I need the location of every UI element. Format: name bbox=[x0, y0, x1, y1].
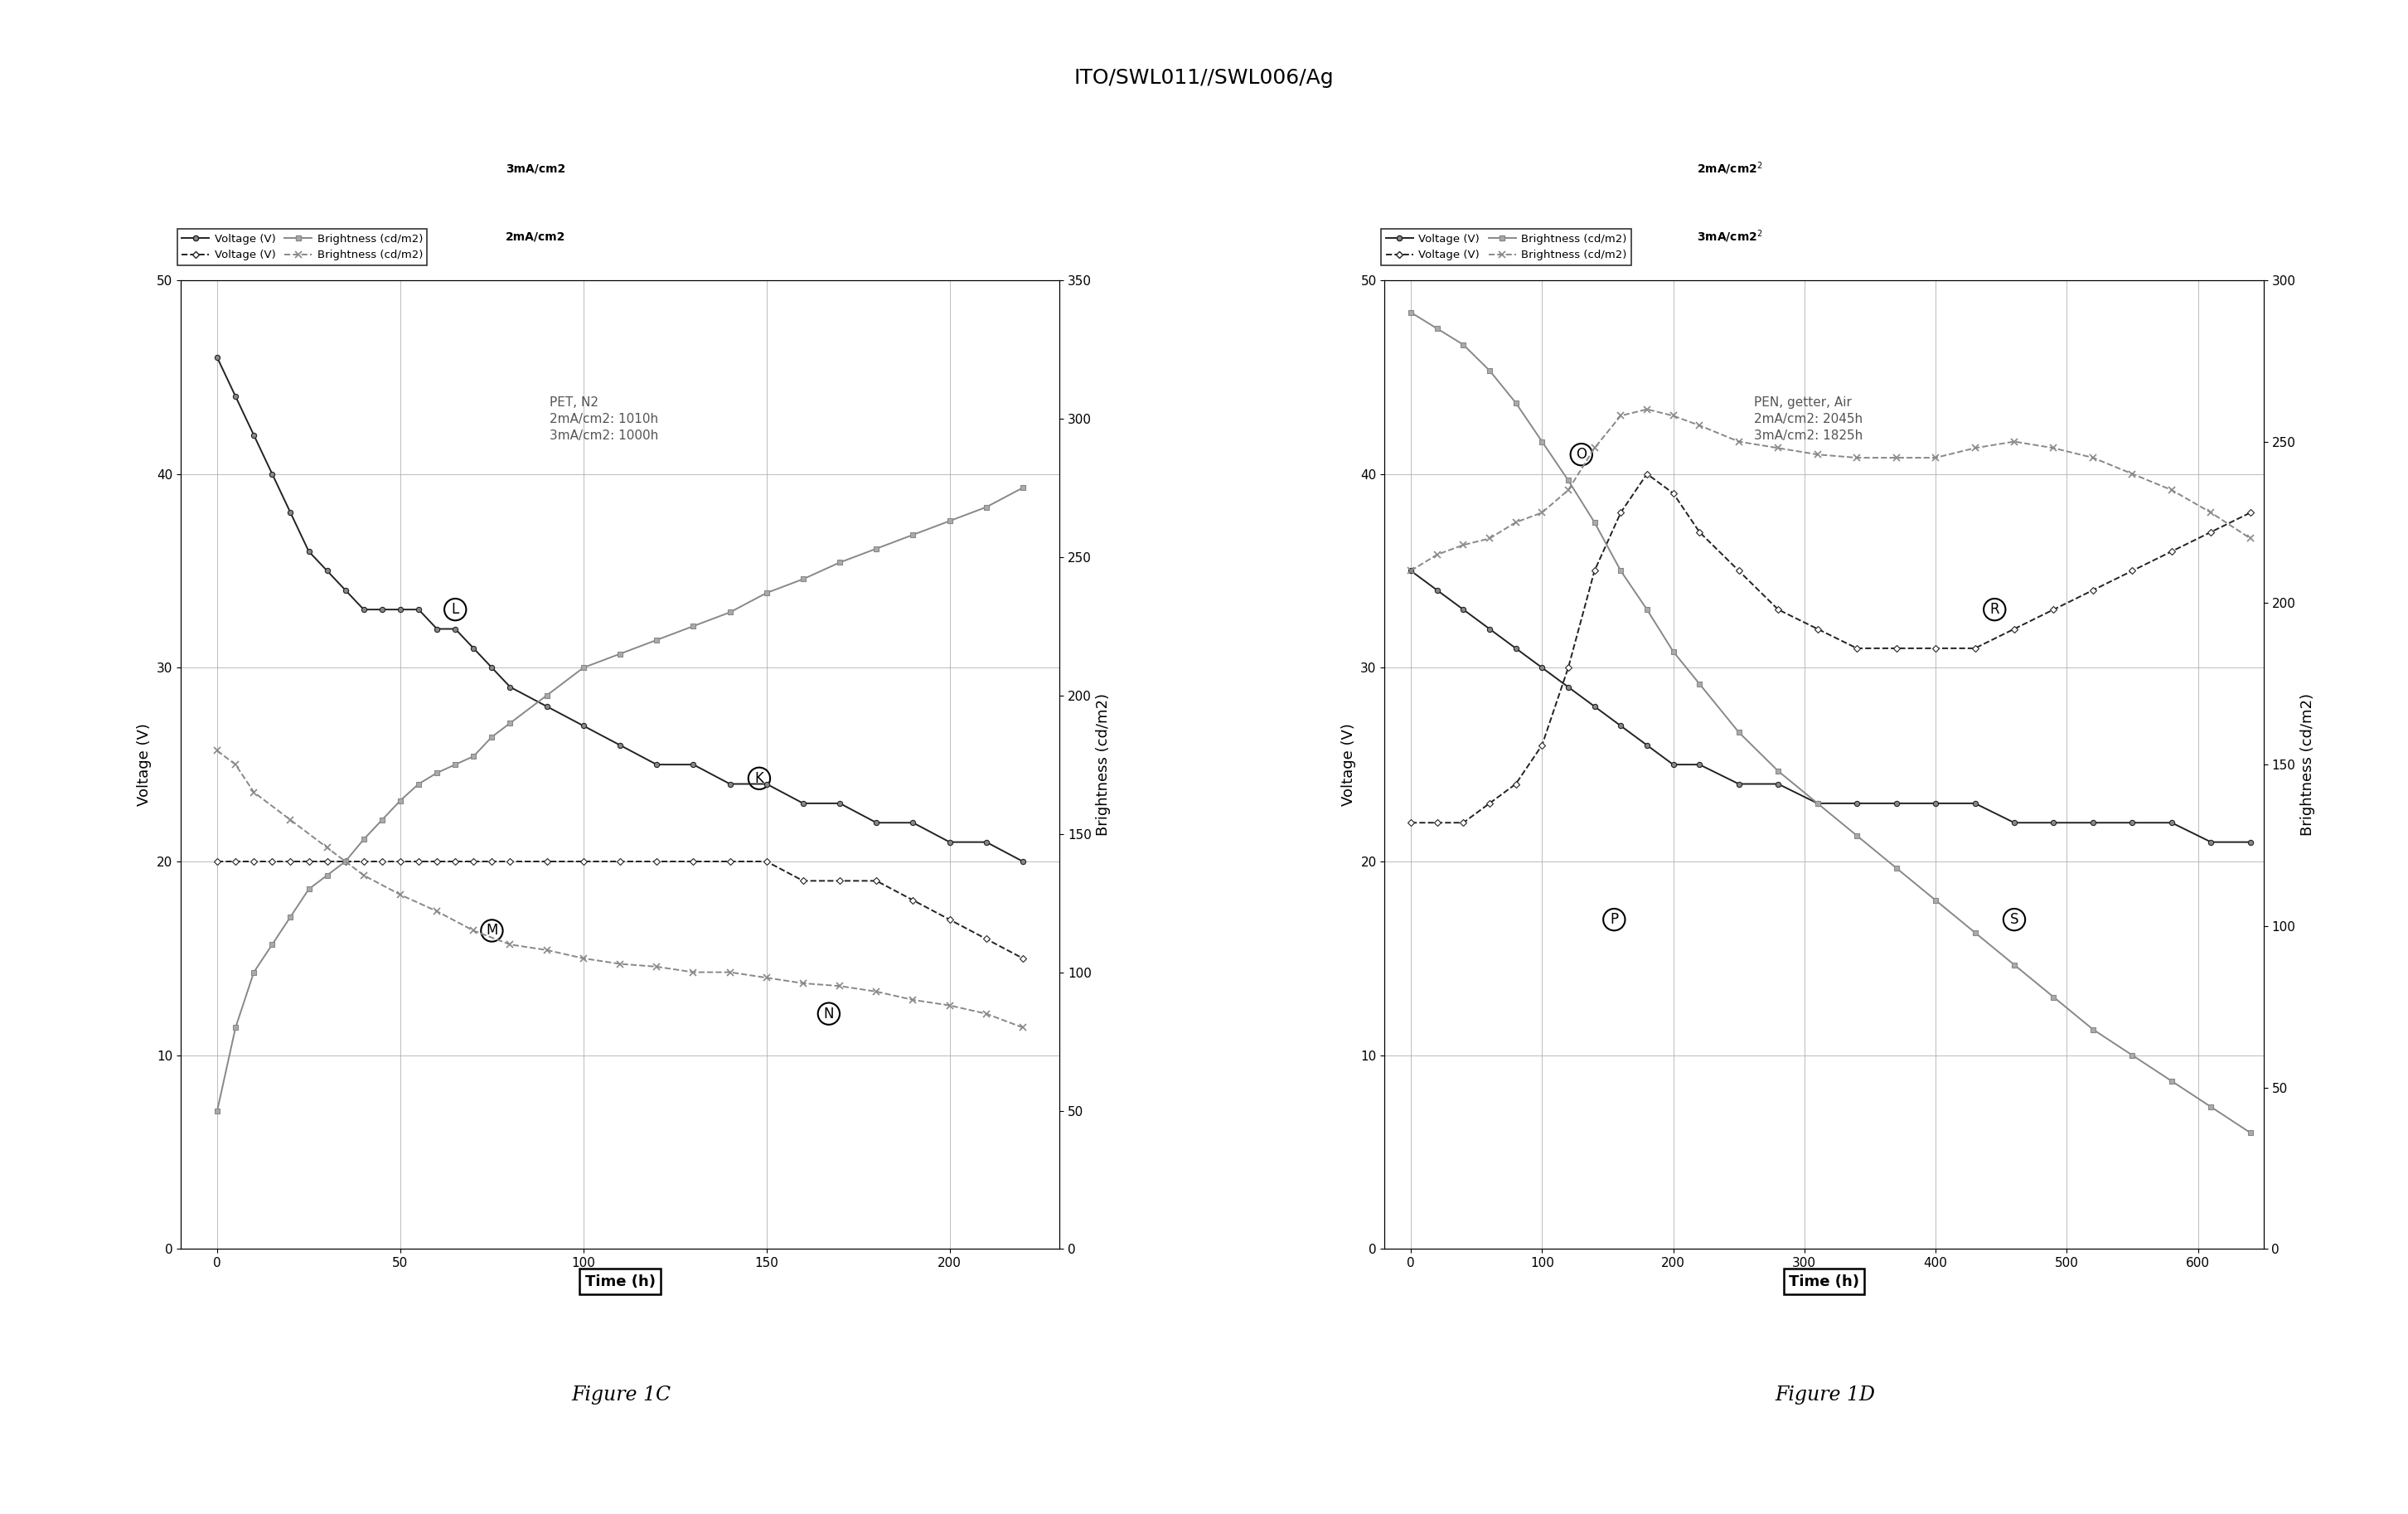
Y-axis label: Brightness (cd/m2): Brightness (cd/m2) bbox=[1096, 693, 1110, 836]
Text: K: K bbox=[754, 771, 763, 786]
X-axis label: Time (h): Time (h) bbox=[585, 1275, 655, 1288]
Text: PET, N2
2mA/cm2: 1010h
3mA/cm2: 1000h: PET, N2 2mA/cm2: 1010h 3mA/cm2: 1000h bbox=[549, 397, 657, 442]
Text: Figure 1D: Figure 1D bbox=[1775, 1385, 1876, 1405]
Text: L: L bbox=[450, 603, 460, 618]
Text: 3mA/cm2$^2$: 3mA/cm2$^2$ bbox=[1698, 229, 1763, 245]
Text: 3mA/cm2: 3mA/cm2 bbox=[506, 164, 566, 174]
Text: O: O bbox=[1575, 447, 1587, 462]
Legend: Voltage (V), Voltage (V), Brightness (cd/m2), Brightness (cd/m2): Voltage (V), Voltage (V), Brightness (cd… bbox=[1382, 229, 1630, 265]
Legend: Voltage (V), Voltage (V), Brightness (cd/m2), Brightness (cd/m2): Voltage (V), Voltage (V), Brightness (cd… bbox=[178, 229, 426, 265]
Y-axis label: Brightness (cd/m2): Brightness (cd/m2) bbox=[2300, 693, 2314, 836]
Text: S: S bbox=[2011, 911, 2018, 927]
Y-axis label: Voltage (V): Voltage (V) bbox=[1341, 724, 1356, 805]
Text: P: P bbox=[1611, 911, 1618, 927]
Text: N: N bbox=[824, 1007, 833, 1022]
Y-axis label: Voltage (V): Voltage (V) bbox=[137, 724, 152, 805]
Text: R: R bbox=[1989, 603, 1999, 618]
X-axis label: Time (h): Time (h) bbox=[1789, 1275, 1859, 1288]
Text: 2mA/cm2: 2mA/cm2 bbox=[506, 230, 566, 242]
Text: ITO/SWL011//SWL006/Ag: ITO/SWL011//SWL006/Ag bbox=[1074, 68, 1334, 88]
Text: Figure 1C: Figure 1C bbox=[571, 1385, 672, 1405]
Text: M: M bbox=[486, 924, 498, 939]
Text: 2mA/cm2$^2$: 2mA/cm2$^2$ bbox=[1698, 160, 1763, 177]
Text: PEN, getter, Air
2mA/cm2: 2045h
3mA/cm2: 1825h: PEN, getter, Air 2mA/cm2: 2045h 3mA/cm2:… bbox=[1753, 397, 1861, 442]
